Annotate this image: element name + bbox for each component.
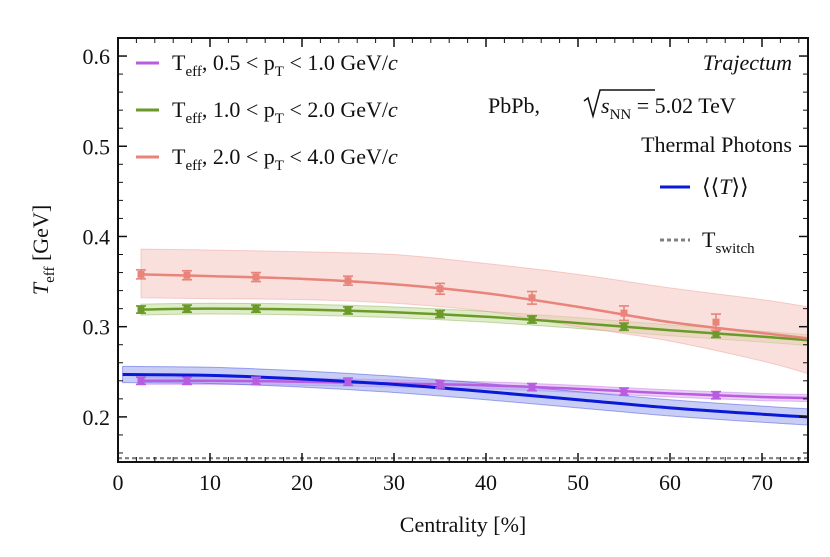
legend-label-0: Teff, 0.5 < pT < 1.0 GeV/c	[172, 50, 398, 80]
system-label: PbPb,	[488, 93, 540, 118]
data-point	[183, 377, 191, 385]
y-tick-label: 0.6	[83, 44, 111, 69]
data-point	[436, 285, 444, 293]
series-line-3	[122, 372, 808, 419]
y-tick-label: 0.4	[83, 224, 111, 249]
data-point	[252, 377, 260, 385]
legend-label-1: Teff, 1.0 < pT < 2.0 GeV/c	[172, 97, 398, 127]
data-point	[528, 315, 536, 323]
system-annotation: PbPb, sNN = 5.02 TeV	[488, 89, 736, 123]
sqrt-icon	[583, 89, 655, 119]
data-point	[344, 378, 352, 386]
x-tick-label: 30	[383, 470, 405, 495]
legend-label-2: Teff, 2.0 < pT < 4.0 GeV/c	[172, 144, 398, 174]
x-tick-label: 50	[567, 470, 589, 495]
data-point	[712, 391, 720, 399]
legend-label-4: Tswitch	[702, 227, 755, 257]
data-point	[436, 380, 444, 388]
x-tick-label: 0	[113, 470, 124, 495]
x-tick-label: 40	[475, 470, 497, 495]
data-point	[712, 318, 720, 326]
data-point	[344, 277, 352, 285]
y-axis-title: Teff [GeV]	[28, 205, 58, 295]
y-tick-label: 0.2	[83, 405, 111, 430]
series-line-2	[140, 273, 808, 340]
data-point	[137, 306, 145, 314]
series-line-1	[140, 307, 808, 342]
data-point	[528, 294, 536, 302]
data-point	[344, 306, 352, 314]
y-tick-label: 0.5	[83, 134, 111, 159]
x-tick-label: 70	[751, 470, 773, 495]
x-axis-title: Centrality [%]	[400, 512, 526, 537]
axis-ticks: 0 10 20 30 40 50 60 70 0.2 0.3 0.4 0.5 0.6	[83, 38, 808, 495]
data-point	[620, 309, 628, 317]
data-point	[137, 377, 145, 385]
x-tick-label: 60	[659, 470, 681, 495]
band-1	[140, 302, 808, 347]
x-tick-label: 10	[199, 470, 221, 495]
reference-lines	[118, 457, 808, 462]
legend-label-3: ⟨⟨T⟩⟩	[702, 174, 749, 199]
data-point	[620, 388, 628, 396]
series-line-0	[140, 379, 808, 400]
chart-title: Thermal Photons	[641, 132, 792, 157]
model-annotation: Trajectum	[703, 50, 792, 75]
data-point	[620, 323, 628, 331]
data-point	[712, 330, 720, 338]
data-point	[183, 271, 191, 279]
legend: Teff, 0.5 < pT < 1.0 GeV/c Teff, 1.0 < pT…	[136, 50, 755, 257]
series-lines	[122, 273, 808, 419]
plot-frame	[117, 37, 809, 463]
data-point	[252, 305, 260, 313]
data-points	[136, 269, 721, 400]
data-point	[528, 383, 536, 391]
data-point	[436, 310, 444, 318]
data-point	[252, 273, 260, 281]
data-point	[183, 305, 191, 313]
energy-label: sNN = 5.02 TeV	[601, 93, 736, 123]
y-tick-label: 0.3	[83, 315, 111, 340]
data-point	[137, 270, 145, 278]
x-tick-label: 20	[291, 470, 313, 495]
